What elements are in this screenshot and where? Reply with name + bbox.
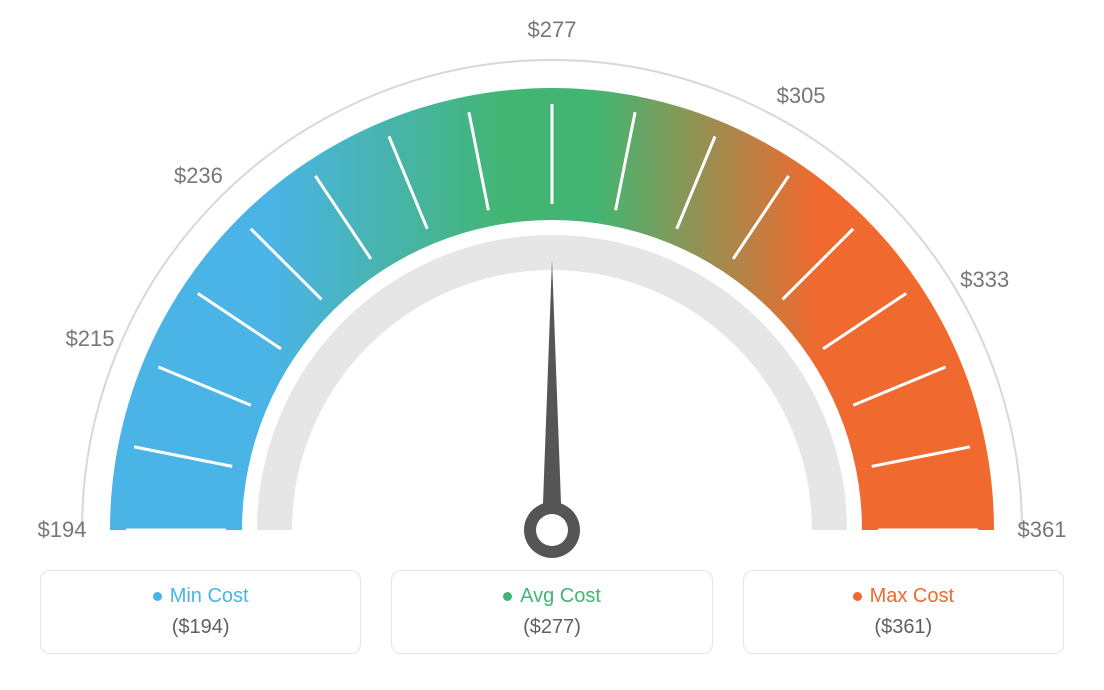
legend-dot-min — [153, 592, 162, 601]
cost-gauge-chart: $194 $215 $236 $277 $305 $333 $361 Min Cost ($… — [0, 0, 1104, 690]
legend-value-min: ($194) — [41, 616, 360, 639]
legend-title-row: Min Cost — [41, 585, 360, 608]
gauge-tick-label: $236 — [174, 163, 223, 189]
gauge-needle-hub-hole — [536, 514, 568, 546]
legend-value-avg: ($277) — [392, 616, 711, 639]
gauge-tick-label: $277 — [528, 17, 577, 43]
legend-title-row: Max Cost — [744, 585, 1063, 608]
gauge-tick-label: $194 — [38, 517, 87, 543]
gauge-tick-label: $305 — [777, 83, 826, 109]
gauge-tick-label: $333 — [960, 267, 1009, 293]
legend-row: Min Cost ($194) Avg Cost ($277) Max Cost… — [0, 570, 1104, 654]
legend-value-max: ($361) — [744, 616, 1063, 639]
legend-dot-max — [853, 592, 862, 601]
gauge-tick-label: $361 — [1018, 517, 1067, 543]
legend-title-max: Max Cost — [870, 585, 954, 608]
legend-card-min: Min Cost ($194) — [40, 570, 361, 654]
legend-title-row: Avg Cost — [392, 585, 711, 608]
gauge-needle — [542, 260, 562, 530]
gauge-tick-label: $215 — [66, 326, 115, 352]
legend-card-max: Max Cost ($361) — [743, 570, 1064, 654]
legend-title-avg: Avg Cost — [520, 585, 601, 608]
legend-card-avg: Avg Cost ($277) — [391, 570, 712, 654]
gauge-area: $194 $215 $236 $277 $305 $333 $361 — [0, 0, 1104, 570]
legend-title-min: Min Cost — [170, 585, 249, 608]
legend-dot-avg — [503, 592, 512, 601]
gauge-svg — [0, 0, 1104, 570]
